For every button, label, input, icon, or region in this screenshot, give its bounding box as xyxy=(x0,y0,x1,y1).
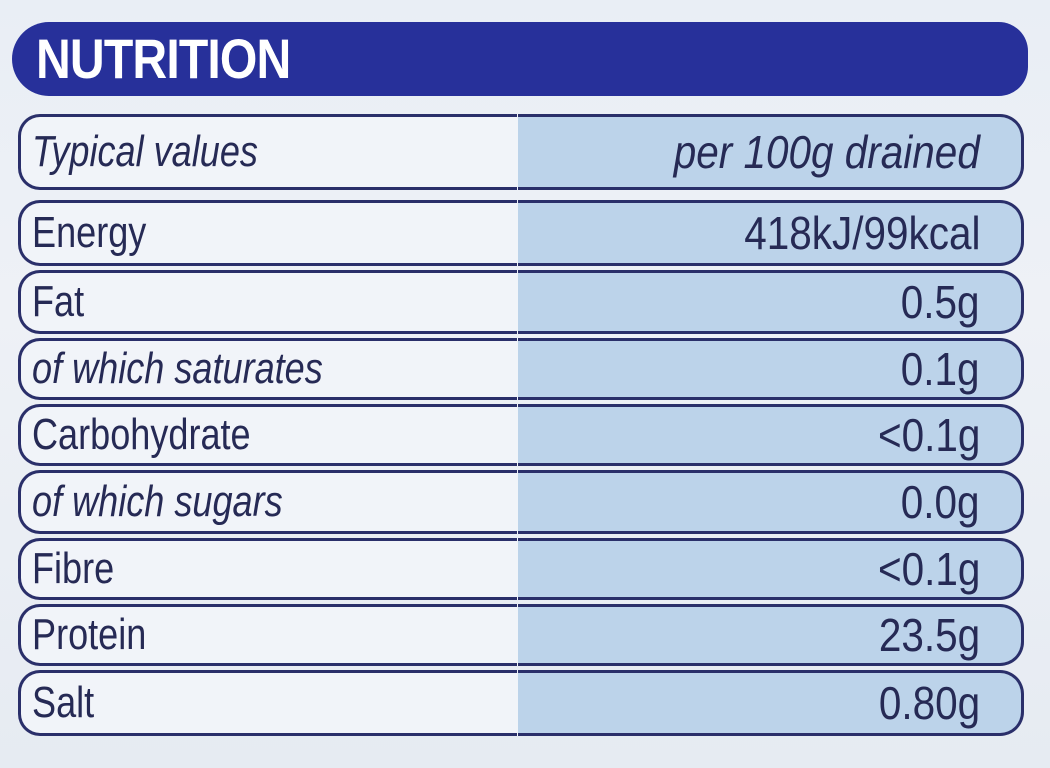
table-row: Fibre <0.1g xyxy=(18,538,1024,600)
row-label-saturates: of which saturates xyxy=(32,344,323,393)
row-label-cell xyxy=(18,470,540,534)
row-value-cell xyxy=(518,670,1024,736)
row-value-energy: 418kJ/99kcal xyxy=(743,207,980,259)
row-value-cell xyxy=(518,470,1024,534)
row-label-sugars: of which sugars xyxy=(32,477,283,526)
row-label-protein: Protein xyxy=(32,610,147,659)
column-header-row: Typical values per 100g drained xyxy=(18,114,1024,190)
row-label-cell xyxy=(18,538,540,600)
table-row: Fat 0.5g xyxy=(18,270,1024,334)
row-value-carbohydrate: <0.1g xyxy=(877,409,980,461)
row-value-salt: 0.80g xyxy=(878,677,980,729)
row-label-energy: Energy xyxy=(32,208,147,257)
row-value-cell xyxy=(518,604,1024,666)
row-value-sugars: 0.0g xyxy=(901,476,980,528)
row-value-cell xyxy=(518,270,1024,334)
row-value-protein: 23.5g xyxy=(878,609,980,661)
column-header-left-cell xyxy=(18,114,540,190)
row-value-saturates: 0.1g xyxy=(901,343,980,395)
row-label-cell xyxy=(18,670,540,736)
row-value-fibre: <0.1g xyxy=(877,543,980,595)
typical-values-label: Typical values xyxy=(32,127,258,176)
per-100g-label: per 100g drained xyxy=(673,126,980,178)
row-value-cell xyxy=(518,200,1024,266)
nutrition-title: NUTRITION xyxy=(36,27,291,90)
row-label-cell xyxy=(18,338,540,400)
table-row: Energy 418kJ/99kcal xyxy=(18,200,1024,266)
table-row: Salt 0.80g xyxy=(18,670,1024,736)
row-value-cell xyxy=(518,404,1024,466)
row-label-fat: Fat xyxy=(32,277,85,326)
row-label-salt: Salt xyxy=(32,678,95,727)
table-row: Carbohydrate <0.1g xyxy=(18,404,1024,466)
row-label-cell xyxy=(18,270,540,334)
row-label-cell xyxy=(18,404,540,466)
row-value-cell xyxy=(518,338,1024,400)
row-label-fibre: Fibre xyxy=(32,544,115,593)
table-row: Protein 23.5g xyxy=(18,604,1024,666)
nutrition-header-bar xyxy=(12,22,1028,96)
table-row: of which saturates 0.1g xyxy=(18,338,1024,400)
row-value-fat: 0.5g xyxy=(901,276,980,328)
row-value-cell xyxy=(518,538,1024,600)
row-label-carbohydrate: Carbohydrate xyxy=(32,410,251,459)
table-row: of which sugars 0.0g xyxy=(18,470,1024,534)
column-header-right-cell xyxy=(518,114,1024,190)
